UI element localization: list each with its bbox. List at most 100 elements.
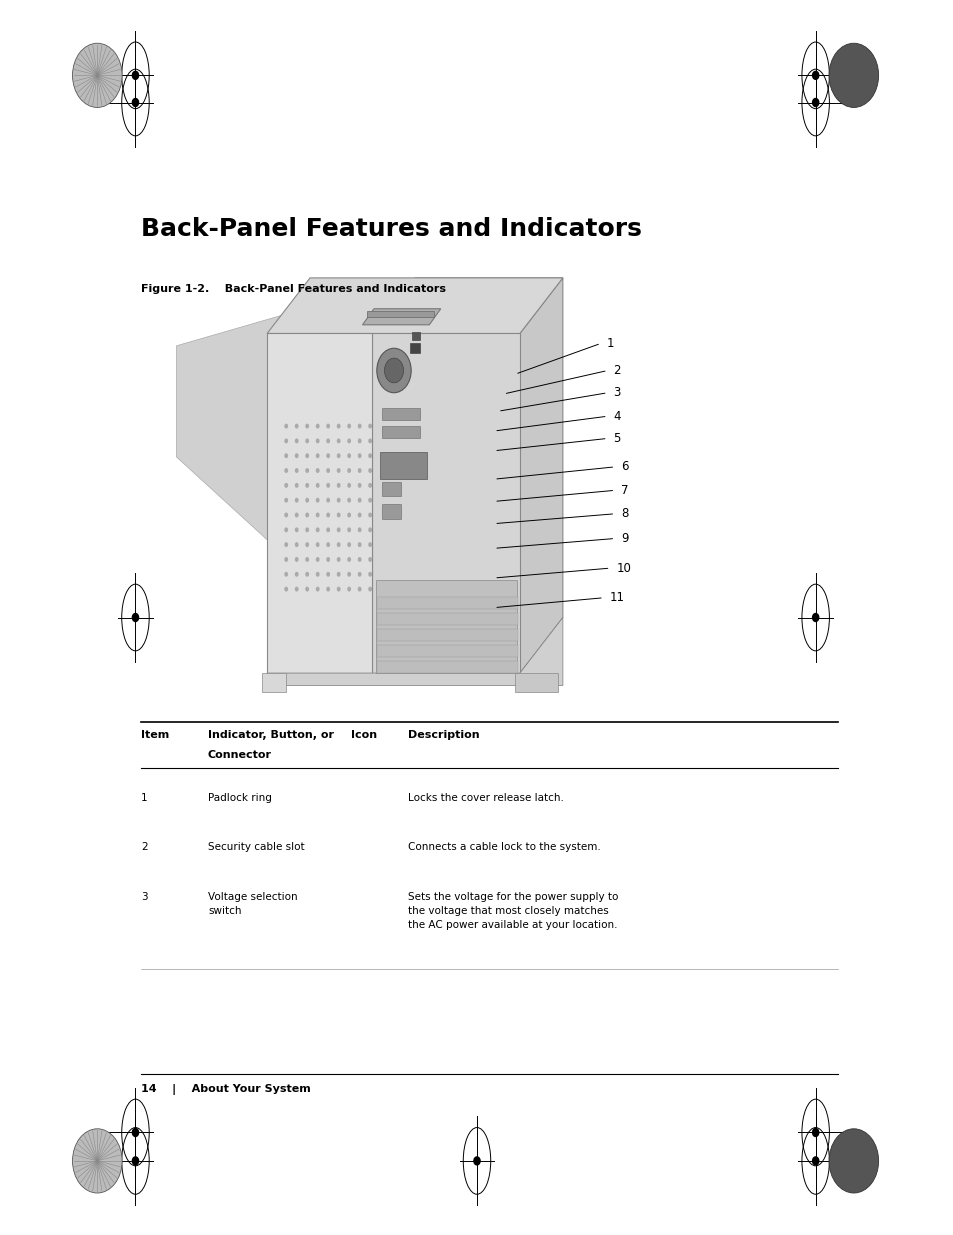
Text: Back-Panel Features and Indicators: Back-Panel Features and Indicators xyxy=(141,217,641,241)
Circle shape xyxy=(315,438,319,443)
Text: 2: 2 xyxy=(141,842,148,852)
Circle shape xyxy=(326,468,330,473)
Circle shape xyxy=(305,513,309,517)
Circle shape xyxy=(305,483,309,488)
Circle shape xyxy=(336,438,340,443)
Text: 14    |    About Your System: 14 | About Your System xyxy=(141,1084,311,1095)
Circle shape xyxy=(357,453,361,458)
Circle shape xyxy=(347,557,351,562)
Circle shape xyxy=(284,572,288,577)
Circle shape xyxy=(284,468,288,473)
Bar xyxy=(376,645,517,657)
Text: Description: Description xyxy=(408,730,479,740)
Circle shape xyxy=(368,468,372,473)
Bar xyxy=(376,597,517,609)
Circle shape xyxy=(326,572,330,577)
Text: 3: 3 xyxy=(141,892,148,902)
Text: Sets the voltage for the power supply to
the voltage that most closely matches
t: Sets the voltage for the power supply to… xyxy=(408,892,618,930)
Circle shape xyxy=(368,557,372,562)
Text: Connects a cable lock to the system.: Connects a cable lock to the system. xyxy=(408,842,600,852)
Circle shape xyxy=(315,542,319,547)
Circle shape xyxy=(357,587,361,592)
Text: 9: 9 xyxy=(620,532,628,545)
Circle shape xyxy=(812,1129,818,1136)
Text: 1: 1 xyxy=(606,337,614,350)
Text: 3: 3 xyxy=(613,387,620,399)
Circle shape xyxy=(368,453,372,458)
Circle shape xyxy=(294,587,298,592)
Circle shape xyxy=(132,614,138,621)
Circle shape xyxy=(357,498,361,503)
Circle shape xyxy=(336,572,340,577)
Circle shape xyxy=(132,1129,138,1136)
Circle shape xyxy=(284,527,288,532)
Circle shape xyxy=(315,513,319,517)
Circle shape xyxy=(357,438,361,443)
Circle shape xyxy=(294,557,298,562)
Circle shape xyxy=(336,557,340,562)
Circle shape xyxy=(474,1157,479,1165)
Circle shape xyxy=(336,542,340,547)
Circle shape xyxy=(294,527,298,532)
Bar xyxy=(375,580,517,673)
Circle shape xyxy=(294,498,298,503)
Circle shape xyxy=(336,527,340,532)
Circle shape xyxy=(326,513,330,517)
Polygon shape xyxy=(362,309,440,325)
Bar xyxy=(262,673,286,692)
Bar xyxy=(381,426,419,438)
Text: 4: 4 xyxy=(613,410,620,422)
Circle shape xyxy=(326,542,330,547)
Circle shape xyxy=(284,513,288,517)
Circle shape xyxy=(336,498,340,503)
Circle shape xyxy=(347,468,351,473)
Circle shape xyxy=(326,587,330,592)
Text: Security cable slot: Security cable slot xyxy=(208,842,304,852)
Circle shape xyxy=(347,542,351,547)
Circle shape xyxy=(132,99,138,106)
Circle shape xyxy=(305,498,309,503)
Bar xyxy=(381,408,419,420)
Circle shape xyxy=(347,498,351,503)
Circle shape xyxy=(72,43,122,107)
Circle shape xyxy=(357,483,361,488)
Circle shape xyxy=(305,438,309,443)
Circle shape xyxy=(294,453,298,458)
Circle shape xyxy=(812,1157,818,1165)
Circle shape xyxy=(284,587,288,592)
Polygon shape xyxy=(267,333,372,673)
Circle shape xyxy=(284,557,288,562)
Circle shape xyxy=(336,453,340,458)
Circle shape xyxy=(132,1157,138,1165)
Circle shape xyxy=(326,438,330,443)
Circle shape xyxy=(347,424,351,429)
Circle shape xyxy=(326,557,330,562)
Circle shape xyxy=(336,483,340,488)
Circle shape xyxy=(315,498,319,503)
Circle shape xyxy=(284,453,288,458)
Circle shape xyxy=(336,513,340,517)
Circle shape xyxy=(336,587,340,592)
Circle shape xyxy=(305,453,309,458)
Circle shape xyxy=(336,424,340,429)
Circle shape xyxy=(368,572,372,577)
Circle shape xyxy=(294,572,298,577)
Circle shape xyxy=(326,424,330,429)
Circle shape xyxy=(357,557,361,562)
Polygon shape xyxy=(519,278,562,673)
Circle shape xyxy=(315,468,319,473)
Circle shape xyxy=(315,483,319,488)
Text: 7: 7 xyxy=(620,484,628,496)
Circle shape xyxy=(294,468,298,473)
Circle shape xyxy=(368,424,372,429)
Circle shape xyxy=(72,1129,122,1193)
Text: Figure 1-2.    Back-Panel Features and Indicators: Figure 1-2. Back-Panel Features and Indi… xyxy=(141,284,446,294)
Text: 6: 6 xyxy=(620,461,628,473)
Circle shape xyxy=(812,614,818,621)
Circle shape xyxy=(326,483,330,488)
Bar xyxy=(376,613,517,625)
Circle shape xyxy=(132,72,138,79)
Circle shape xyxy=(368,483,372,488)
Circle shape xyxy=(368,542,372,547)
Text: Indicator, Button, or: Indicator, Button, or xyxy=(208,730,334,740)
